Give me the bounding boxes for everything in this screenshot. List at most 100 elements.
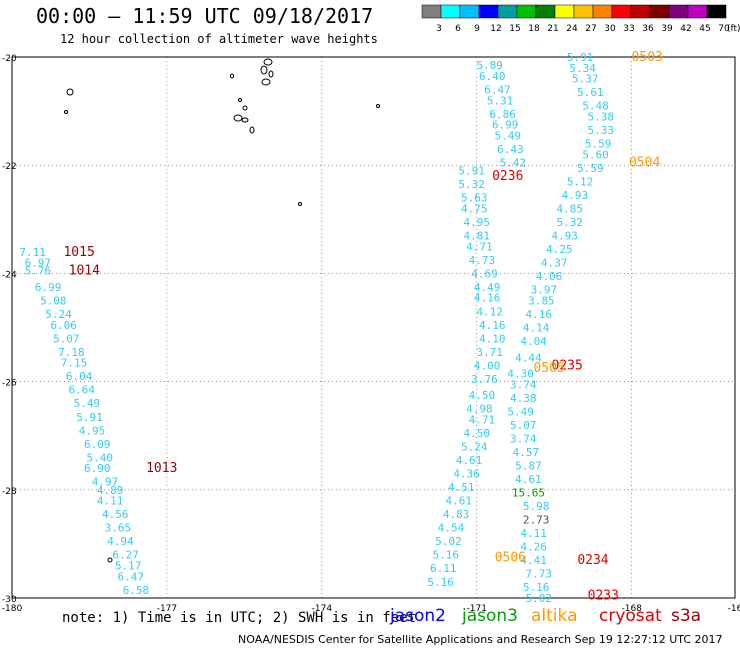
colorbar-unit: (ft)	[727, 24, 740, 34]
wave-height-label-jason2: 6.43	[497, 143, 524, 156]
island-outline	[376, 104, 380, 108]
wave-height-label-gray: 2.73	[523, 514, 550, 527]
wave-height-label-s3a: 4.00	[474, 359, 501, 372]
island-outline	[268, 70, 274, 78]
wave-height-label-s3a: 5.07	[53, 332, 80, 345]
x-tick-label: -174	[312, 604, 333, 614]
wave-height-label-s3a: 5.49	[74, 397, 101, 410]
wave-height-label-jason2: 5.91	[567, 51, 594, 64]
y-tick-label: -22	[2, 162, 17, 172]
pass-time-label: 1013	[146, 461, 177, 476]
credit-line: NOAA/NESDIS Center for Satellite Applica…	[238, 633, 723, 646]
island-outline	[298, 202, 302, 206]
y-tick-label: -26	[2, 379, 17, 389]
wave-height-label-jason2: 5.49	[507, 405, 534, 418]
colorbar-tick: 27	[585, 24, 596, 34]
wave-height-label-jason2: 5.48	[582, 100, 609, 113]
wave-height-label-jason2: 4.38	[510, 392, 537, 405]
island-outline	[261, 78, 271, 86]
colorbar-tick: 33	[623, 24, 634, 34]
y-tick-label: -24	[2, 270, 17, 280]
wave-height-label-jason2: 4.93	[551, 230, 578, 243]
wave-height-label-jason2: 5.60	[582, 148, 609, 161]
pass-time-label: 0504	[629, 155, 660, 170]
wave-height-label-s3a: 4.71	[469, 413, 496, 426]
colorbar-tick: 18	[528, 24, 540, 34]
pass-time-label: 0234	[577, 553, 608, 568]
wave-height-label-s3a: 6.04	[66, 370, 93, 383]
data-labels: 7.116.975.766.995.085.246.065.077.187.15…	[19, 50, 662, 605]
island-outline	[249, 126, 255, 134]
colorbar-tick: 42	[680, 24, 691, 34]
wave-height-label-jason2: 4.26	[520, 541, 547, 554]
wave-height-label-s3a: 3.71	[476, 346, 503, 359]
colorbar-tick: 70	[718, 24, 730, 34]
wave-height-label-jason2: 3.74	[510, 432, 537, 445]
wave-height-label-s3a: 5.76	[25, 265, 52, 278]
wave-height-label-s3a: 6.11	[430, 562, 457, 575]
wave-height-label-s3a: 4.11	[97, 495, 124, 508]
wave-height-label-s3a: 4.49	[474, 281, 501, 294]
wave-height-label-s3a: 4.36	[453, 468, 480, 481]
wave-height-label-jason2: 5.07	[510, 419, 537, 432]
wave-height-label-s3a: 4.12	[476, 305, 503, 318]
colorbar-tick: 30	[604, 24, 616, 34]
colorbar-tick: 39	[661, 24, 673, 34]
island-outline	[107, 557, 113, 563]
wave-height-label-jason2: 4.04	[520, 335, 547, 348]
wave-height-label-jason2: 4.41	[520, 554, 547, 567]
y-tick-label: -30	[2, 595, 17, 605]
wave-height-label-s3a: 4.98	[466, 403, 493, 416]
wave-height-label-s3a: 4.75	[461, 202, 488, 215]
pass-time-label: 0506	[495, 550, 526, 565]
colorbar-tick: 36	[642, 24, 654, 34]
wave-height-label-s3a: 6.58	[123, 584, 150, 597]
wave-height-label-jason2: 5.37	[572, 73, 599, 86]
wave-height-label-s3a: 5.16	[433, 549, 460, 562]
island-outline	[64, 110, 68, 114]
wave-height-label-jason3: 15.65	[512, 487, 545, 500]
chart-title: 00:00 – 11:59 UTC 09/18/2017	[36, 4, 374, 28]
x-tick-label: -16	[728, 604, 740, 614]
colorbar-swatch	[421, 4, 442, 19]
wave-height-label-jason2: 5.42	[500, 156, 527, 169]
colorbar-tick: 6	[455, 24, 461, 34]
wave-height-label-s3a: 5.91	[76, 411, 103, 424]
wave-height-label-s3a: 5.40	[87, 451, 114, 464]
colorbar-swatch	[573, 4, 594, 19]
wave-height-label-s3a: 5.02	[435, 535, 462, 548]
pass-time-label: 0503	[632, 50, 663, 65]
island-outline	[238, 98, 242, 102]
wave-height-label-jason2: 3.97	[531, 284, 558, 297]
colorbar-tick: 21	[547, 24, 558, 34]
wave-height-label-s3a: 4.94	[107, 535, 134, 548]
footer-note: note: 1) Time is in UTC; 2) SWH is in fe…	[62, 610, 417, 626]
wave-height-label-jason2: 5.33	[587, 124, 614, 137]
wave-height-label-s3a: 4.95	[79, 424, 106, 437]
pass-time-label: 0236	[492, 169, 523, 184]
wave-height-label-s3a: 4.51	[448, 481, 475, 494]
wave-height-label-jason2: 7.73	[526, 568, 553, 581]
wave-height-label-jason2: 6.86	[489, 108, 516, 121]
wave-height-label-s3a: 5.17	[115, 560, 142, 573]
x-tick-label: -168	[621, 604, 642, 614]
wave-height-label-jason2: 5.16	[523, 581, 550, 594]
island-outline	[230, 73, 234, 79]
wave-height-label-jason2: 4.14	[523, 322, 550, 335]
wave-height-label-jason2: 4.85	[556, 202, 583, 215]
wave-height-label-s3a: 4.61	[456, 454, 483, 467]
x-tick-label: -177	[157, 604, 177, 614]
wave-height-label-jason2: 4.16	[526, 308, 553, 321]
wave-height-label-s3a: 4.83	[443, 508, 470, 521]
wave-height-label-s3a: 7.15	[61, 357, 88, 370]
colorbar-swatch	[592, 4, 613, 19]
wave-height-label-jason2: 3.74	[510, 378, 537, 391]
wave-height-label-s3a: 4.73	[469, 254, 496, 267]
colorbar-swatch	[706, 4, 727, 19]
colorbar-swatch	[440, 4, 461, 19]
island-outline	[263, 58, 273, 66]
wave-height-label-s3a: 6.06	[50, 319, 77, 332]
legend-jason2: jason2	[390, 606, 446, 626]
colorbar-swatch	[497, 4, 518, 19]
wave-height-label-s3a: 3.76	[471, 373, 498, 386]
